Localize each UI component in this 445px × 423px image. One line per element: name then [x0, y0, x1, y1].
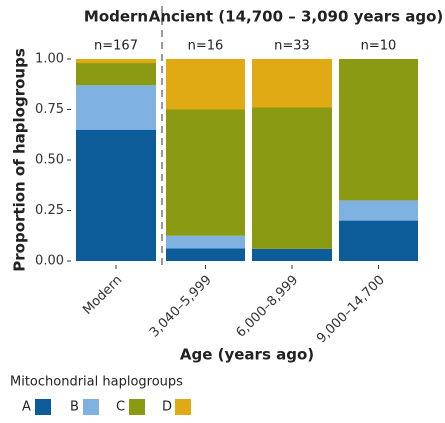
- sample-size: n=33: [274, 39, 310, 54]
- bar-segment: [252, 59, 332, 108]
- legend-swatch: [83, 399, 99, 415]
- y-tick-label: 0.25: [35, 203, 64, 218]
- legend-title: Mitochondrial haplogroups: [10, 375, 183, 390]
- legend-label: D: [162, 400, 172, 415]
- y-axis-label: Proportion of haplogroups: [11, 48, 29, 272]
- bar-segment: [166, 59, 245, 110]
- y-tick-label: 0.75: [35, 102, 64, 117]
- sample-size: n=167: [94, 39, 138, 54]
- x-tick-label: 3,040–5,999: [147, 273, 215, 341]
- legend-swatch: [129, 399, 145, 415]
- x-tick-label: Modern: [80, 273, 125, 318]
- bar-segment: [166, 248, 245, 261]
- bar-segment: [76, 129, 156, 261]
- legend-swatch: [175, 399, 191, 415]
- y-tick-label: 0.00: [35, 254, 64, 269]
- bar-segment: [252, 248, 332, 261]
- bar-segment: [339, 59, 418, 201]
- facet-label: Ancient (14,700 – 3,090 years ago): [149, 8, 444, 26]
- bar-segment: [339, 200, 418, 221]
- bar-segment: [76, 63, 156, 86]
- legend-swatch: [35, 399, 51, 415]
- sample-size: n=16: [188, 39, 224, 54]
- bar-segment: [339, 220, 418, 261]
- y-tick-label: 0.50: [35, 153, 64, 168]
- x-tick-label: 6,000–8,999: [233, 273, 301, 341]
- sample-size: n=10: [361, 39, 397, 54]
- legend-label: A: [22, 400, 31, 415]
- bar-segment: [166, 235, 245, 249]
- legend-label: C: [116, 400, 125, 415]
- bar-segment: [76, 59, 156, 64]
- y-tick-label: 1.00: [35, 52, 64, 67]
- bar-segment: [76, 85, 156, 130]
- x-tick-label: 9,000–14,700: [314, 273, 388, 347]
- bar-segment: [252, 107, 332, 249]
- legend-label: B: [70, 400, 79, 415]
- bar-segment: [166, 109, 245, 236]
- x-axis-label: Age (years ago): [180, 346, 314, 364]
- facet-label: Modern: [84, 8, 148, 26]
